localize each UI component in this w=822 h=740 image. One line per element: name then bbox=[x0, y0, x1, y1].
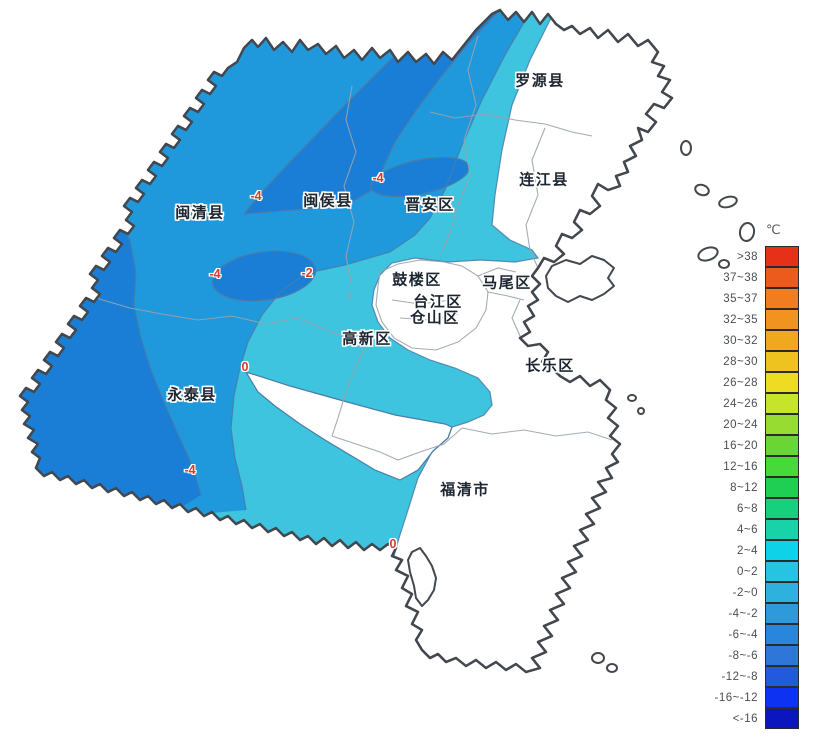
temperature-legend: ℃ >38 37~38 35~37 32~35 30~32 28~30 26~28 24~26… bbox=[644, 220, 799, 729]
legend-row: 30~32 bbox=[644, 329, 799, 351]
legend-range-label: 6~8 bbox=[736, 502, 758, 515]
legend-range-label: -12~-8 bbox=[721, 670, 758, 683]
contour-lines bbox=[117, 10, 556, 557]
island-langqi bbox=[545, 255, 615, 303]
legend-color-swatch bbox=[765, 665, 799, 687]
islands bbox=[407, 140, 756, 673]
legend-color-swatch bbox=[765, 350, 799, 372]
legend-color-swatch bbox=[765, 602, 799, 624]
legend-items: >38 37~38 35~37 32~35 30~32 28~30 26~28 24~26 20… bbox=[644, 245, 799, 729]
legend-row: 28~30 bbox=[644, 350, 799, 372]
legend-color-swatch bbox=[765, 434, 799, 456]
legend-row: -6~-4 bbox=[644, 623, 799, 645]
temp-patch-minqing bbox=[211, 250, 317, 302]
legend-color-swatch bbox=[765, 371, 799, 393]
legend-row: 35~37 bbox=[644, 287, 799, 309]
legend-color-swatch bbox=[765, 392, 799, 414]
legend-range-label: 8~12 bbox=[730, 481, 758, 494]
legend-range-label: 28~30 bbox=[723, 355, 758, 368]
legend-color-swatch bbox=[765, 266, 799, 288]
legend-row: 6~8 bbox=[644, 497, 799, 519]
legend-color-swatch bbox=[765, 707, 799, 729]
legend-range-label: 16~20 bbox=[723, 439, 758, 452]
legend-row: -2~0 bbox=[644, 581, 799, 603]
legend-row: -4~-2 bbox=[644, 602, 799, 624]
legend-color-swatch bbox=[765, 245, 799, 267]
legend-range-label: <-16 bbox=[732, 712, 758, 725]
legend-range-label: 0~2 bbox=[736, 565, 758, 578]
legend-color-swatch bbox=[765, 329, 799, 351]
legend-row: 12~16 bbox=[644, 455, 799, 477]
legend-row: -12~-8 bbox=[644, 665, 799, 687]
legend-range-label: 32~35 bbox=[723, 313, 758, 326]
legend-color-swatch bbox=[765, 455, 799, 477]
legend-color-swatch bbox=[765, 539, 799, 561]
legend-range-label: -4~-2 bbox=[728, 607, 758, 620]
legend-row: >38 bbox=[644, 245, 799, 267]
legend-range-label: 20~24 bbox=[723, 418, 758, 431]
legend-range-label: 12~16 bbox=[723, 460, 758, 473]
legend-color-swatch bbox=[765, 287, 799, 309]
legend-range-label: 2~4 bbox=[736, 544, 758, 557]
legend-range-label: -16~-12 bbox=[714, 691, 758, 704]
legend-color-swatch bbox=[765, 308, 799, 330]
municipality-border bbox=[18, 8, 674, 674]
legend-range-label: 24~26 bbox=[723, 397, 758, 410]
legend-color-swatch bbox=[765, 581, 799, 603]
legend-range-label: -2~0 bbox=[732, 586, 758, 599]
legend-color-swatch bbox=[765, 644, 799, 666]
legend-row: 32~35 bbox=[644, 308, 799, 330]
legend-color-swatch bbox=[765, 518, 799, 540]
temp-pocket-white bbox=[244, 370, 453, 481]
legend-range-label: 4~6 bbox=[736, 523, 758, 536]
legend-row: <-16 bbox=[644, 707, 799, 729]
legend-row: 2~4 bbox=[644, 539, 799, 561]
legend-row: 26~28 bbox=[644, 371, 799, 393]
legend-range-label: 37~38 bbox=[723, 271, 758, 284]
legend-row: 37~38 bbox=[644, 266, 799, 288]
island-sliver bbox=[407, 547, 437, 607]
legend-row: 20~24 bbox=[644, 413, 799, 435]
legend-color-swatch bbox=[765, 476, 799, 498]
legend-range-label: 35~37 bbox=[723, 292, 758, 305]
legend-row: 8~12 bbox=[644, 476, 799, 498]
legend-color-swatch bbox=[765, 686, 799, 708]
legend-row: 16~20 bbox=[644, 434, 799, 456]
legend-color-swatch bbox=[765, 623, 799, 645]
legend-row: -8~-6 bbox=[644, 644, 799, 666]
legend-row: 4~6 bbox=[644, 518, 799, 540]
legend-row: 24~26 bbox=[644, 392, 799, 414]
legend-range-label: >38 bbox=[736, 250, 758, 263]
legend-row: 0~2 bbox=[644, 560, 799, 582]
legend-row: -16~-12 bbox=[644, 686, 799, 708]
legend-unit: ℃ bbox=[766, 222, 781, 237]
legend-range-label: 30~32 bbox=[723, 334, 758, 347]
legend-color-swatch bbox=[765, 413, 799, 435]
legend-range-label: 26~28 bbox=[723, 376, 758, 389]
legend-range-label: -6~-4 bbox=[728, 628, 758, 641]
legend-color-swatch bbox=[765, 497, 799, 519]
legend-range-label: -8~-6 bbox=[728, 649, 758, 662]
legend-color-swatch bbox=[765, 560, 799, 582]
